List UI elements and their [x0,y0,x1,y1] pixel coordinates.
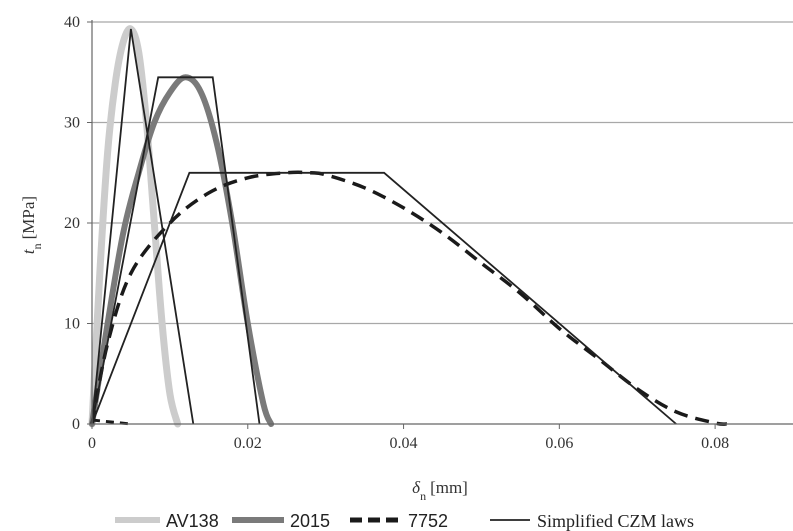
x-tick-label-0: 0 [88,435,96,452]
series-layer [88,25,727,428]
series-czm-line-1 [91,76,261,425]
series-7752-origin-mark [91,418,132,426]
y-axis-title-sub: n [30,243,44,249]
y-tick-label-1: 10 [64,316,80,333]
series-czm-line-0 [91,28,195,425]
series-av138-line [88,25,182,428]
y-axis-title-main: t [19,248,38,254]
y-tick-label-4: 40 [64,14,80,31]
x-axis-title-main: δ [412,478,421,497]
y-tick-label-2: 20 [64,215,80,232]
axes [87,20,793,429]
legend-label-7752: 7752 [408,511,448,531]
series-7752-line [90,170,727,426]
tick-labels: 0 10 20 30 40 0 0.02 0.04 0.06 0.08 [64,14,729,452]
x-tick-label-1: 0.02 [234,435,262,452]
x-tick-label-2: 0.04 [390,435,418,452]
legend-label-av138: AV138 [166,511,219,531]
series-2015-line [89,74,275,427]
x-tick-label-4: 0.08 [701,435,729,452]
x-axis-title-unit: [mm] [430,478,468,497]
x-tick-label-3: 0.06 [545,435,573,452]
y-tick-label-0: 0 [72,416,80,433]
y-axis-title-unit: [MPa] [19,196,38,239]
x-axis-title-sub: n [420,489,426,503]
series-czm-line-2 [91,171,677,425]
x-axis-title: δn [mm] [412,478,468,503]
legend-label-2015: 2015 [290,511,330,531]
legend-label-czm: Simplified CZM laws [537,511,694,531]
y-axis-title: tn [MPa] [19,196,44,254]
y-tick-label-3: 30 [64,115,80,132]
legend: AV138 2015 7752 Simplified CZM laws [115,511,694,531]
svg-text:tn[MPa]: tn [MPa] [19,196,44,254]
